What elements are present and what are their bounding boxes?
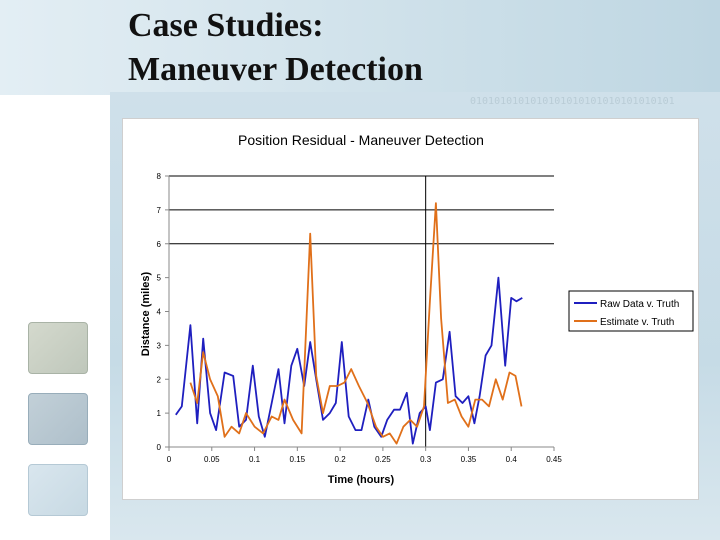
legend: Raw Data v. Truth Estimate v. Truth (568, 290, 694, 332)
slide-title-line-2: Maneuver Detection (128, 51, 423, 88)
decorative-square-2 (28, 393, 88, 445)
x-tick-label: 0.35 (461, 455, 477, 464)
slide-title: Case Studies: Maneuver Detection (128, 4, 688, 92)
x-tick-label: 0.15 (290, 455, 306, 464)
x-tick-label: 0.3 (420, 455, 432, 464)
y-tick-label: 6 (157, 240, 162, 249)
legend-box (568, 290, 694, 332)
x-axis-label: Time (hours) (328, 474, 395, 486)
decorative-square-3 (28, 464, 88, 516)
x-tick-label: 0.2 (335, 455, 347, 464)
slide-title-line-1: Case Studies: (128, 7, 324, 44)
x-tick-label: 0.25 (375, 455, 391, 464)
legend-label: Estimate v. Truth (600, 317, 674, 328)
raw-data-series-line (175, 276, 523, 445)
gridlines (169, 175, 554, 447)
binary-pattern: 0101010101010101010101010101010101 (470, 96, 675, 107)
y-tick-label: 7 (157, 206, 162, 215)
estimate-series-line (189, 202, 523, 445)
x-tick-label: 0 (167, 455, 172, 464)
x-tick-label: 0.4 (506, 455, 518, 464)
y-tick-label: 0 (157, 443, 162, 452)
y-tick-label: 3 (157, 341, 162, 350)
legend-label: Raw Data v. Truth (600, 299, 679, 310)
y-axis-label: Distance (miles) (140, 271, 152, 356)
y-tick-label: 1 (157, 409, 162, 418)
y-tick-label: 4 (157, 308, 162, 317)
y-tick-label: 8 (157, 172, 162, 181)
decorative-square-1 (28, 322, 88, 374)
axes: 0 1 2 3 4 5 6 7 8 0 0.05 0.1 0.15 0.2 0.25 0.3 0.35 0.4 0.… (157, 172, 563, 464)
title-band (0, 0, 720, 95)
y-tick-label: 5 (157, 274, 162, 283)
chart-title: Position Residual - Maneuver Detection (238, 132, 484, 148)
line-chart: Position Residual - Maneuver Detection T… (140, 132, 694, 486)
x-tick-label: 0.45 (546, 455, 562, 464)
y-tick-label: 2 (157, 375, 162, 384)
x-tick-label: 0.05 (204, 455, 220, 464)
x-tick-label: 0.1 (249, 455, 261, 464)
series-lines (175, 202, 523, 445)
chart-panel: Position Residual - Maneuver Detection T… (122, 118, 699, 500)
